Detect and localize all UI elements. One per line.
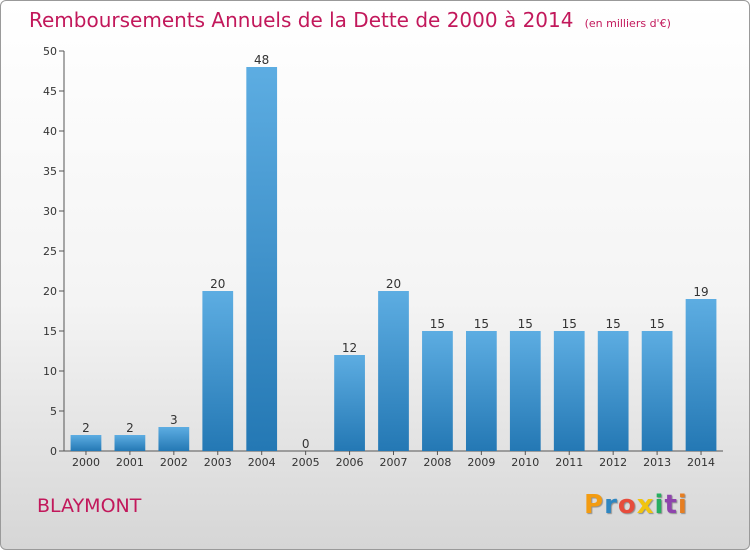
bar-2013 bbox=[641, 331, 673, 451]
x-tick-label: 2008 bbox=[423, 456, 451, 469]
y-tick-label: 25 bbox=[43, 245, 57, 258]
x-tick-label: 2006 bbox=[336, 456, 364, 469]
logo-letter: t bbox=[664, 490, 678, 520]
x-tick-label: 2004 bbox=[248, 456, 276, 469]
logo-letter: r bbox=[604, 490, 618, 520]
y-tick-label: 45 bbox=[43, 85, 57, 98]
y-tick-label: 30 bbox=[43, 205, 57, 218]
data-label-2009: 15 bbox=[474, 317, 489, 331]
data-label-2012: 15 bbox=[606, 317, 621, 331]
logo-letter: i bbox=[654, 490, 665, 520]
data-label-2014: 19 bbox=[693, 285, 708, 299]
x-tick-label: 2012 bbox=[599, 456, 627, 469]
bar-2010 bbox=[509, 331, 541, 451]
commune-name: BLAYMONT bbox=[37, 495, 142, 517]
chart-title: Remboursements Annuels de la Dette de 20… bbox=[29, 8, 671, 32]
y-tick-label: 20 bbox=[43, 285, 57, 298]
logo-letter: i bbox=[677, 490, 688, 520]
bar-2014 bbox=[685, 299, 717, 451]
logo-letter: o bbox=[617, 490, 637, 520]
data-label-2004: 48 bbox=[254, 53, 269, 67]
y-tick-label: 15 bbox=[43, 325, 57, 338]
x-tick-label: 2001 bbox=[116, 456, 144, 469]
data-label-2008: 15 bbox=[430, 317, 445, 331]
data-label-2011: 15 bbox=[562, 317, 577, 331]
data-label-2005: 0 bbox=[302, 437, 310, 451]
bar-2002 bbox=[158, 427, 190, 451]
x-tick-label: 2010 bbox=[511, 456, 539, 469]
bar-2001 bbox=[114, 435, 146, 451]
data-label-2003: 20 bbox=[210, 277, 225, 291]
bar-2009 bbox=[465, 331, 497, 451]
proxiti-logo: Proxiti bbox=[584, 490, 688, 520]
chart-bars: 2 2 3 20 48 0 12 20 15 15 15 15 15 15 19 bbox=[70, 53, 717, 451]
bar-2003 bbox=[202, 291, 234, 451]
data-label-2000: 2 bbox=[82, 421, 90, 435]
y-tick-label: 0 bbox=[50, 445, 57, 458]
bar-2011 bbox=[553, 331, 585, 451]
data-label-2007: 20 bbox=[386, 277, 401, 291]
x-tick-label: 2011 bbox=[555, 456, 583, 469]
unit-note: (en milliers d'€) bbox=[584, 17, 671, 30]
bar-2004 bbox=[246, 67, 278, 451]
y-tick-label: 50 bbox=[43, 45, 57, 58]
logo-letter: P bbox=[584, 490, 605, 520]
bar-2007 bbox=[378, 291, 409, 451]
x-tick-label: 2005 bbox=[292, 456, 320, 469]
x-tick-label: 2009 bbox=[467, 456, 495, 469]
bar-2006 bbox=[334, 355, 365, 451]
bar-2000 bbox=[70, 435, 102, 451]
y-tick-label: 35 bbox=[43, 165, 57, 178]
data-label-2013: 15 bbox=[649, 317, 664, 331]
x-tick-label: 2003 bbox=[204, 456, 232, 469]
x-tick-label: 2013 bbox=[643, 456, 671, 469]
bar-2008 bbox=[422, 331, 453, 451]
logo-letter: x bbox=[636, 490, 655, 520]
x-tick-label: 2002 bbox=[160, 456, 188, 469]
y-tick-label: 10 bbox=[43, 365, 57, 378]
data-label-2010: 15 bbox=[518, 317, 533, 331]
data-label-2002: 3 bbox=[170, 413, 178, 427]
y-tick-label: 5 bbox=[50, 405, 57, 418]
title-text: Remboursements Annuels de la Dette de 20… bbox=[29, 8, 574, 32]
data-label-2006: 12 bbox=[342, 341, 357, 355]
bar-2012 bbox=[597, 331, 629, 451]
x-tick-label: 2014 bbox=[687, 456, 715, 469]
x-tick-label: 2007 bbox=[380, 456, 408, 469]
data-label-2001: 2 bbox=[126, 421, 134, 435]
y-tick-label: 40 bbox=[43, 125, 57, 138]
x-tick-label: 2000 bbox=[72, 456, 100, 469]
